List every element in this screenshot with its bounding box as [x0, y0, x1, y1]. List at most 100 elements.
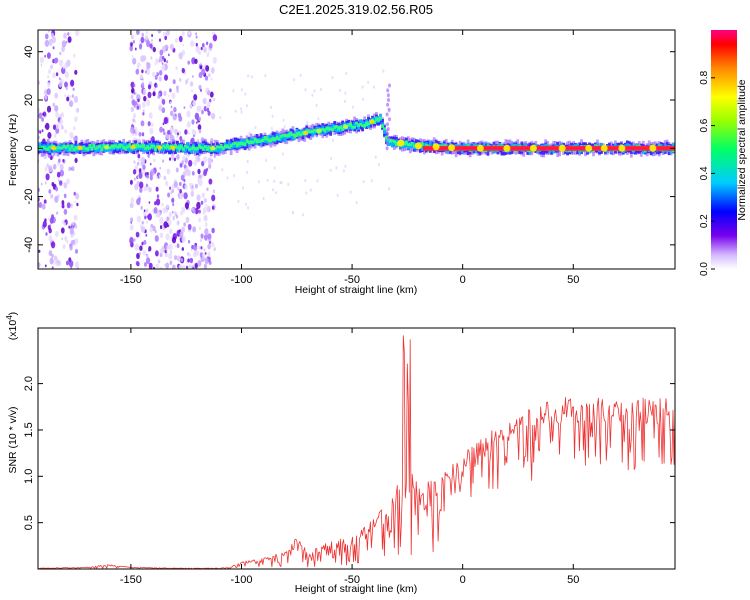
noise-speck: [56, 171, 61, 178]
ridge-cell: [353, 121, 356, 130]
ridge-cell: [291, 133, 295, 141]
noise-speck: [169, 228, 173, 235]
ridge-cell: [46, 147, 50, 152]
noise-speck: [146, 99, 151, 107]
noise-speck: [53, 133, 57, 138]
noise-speck: [145, 31, 149, 35]
ridge-cell: [90, 146, 94, 151]
ridge-cell: [84, 147, 88, 151]
noise-speck: [44, 166, 48, 172]
ridge-cell: [114, 144, 118, 148]
noise-speck: [208, 163, 212, 169]
ridge-cell: [373, 117, 376, 125]
noise-speck: [61, 40, 67, 48]
noise-speck: [71, 166, 75, 172]
ridge-cell: [102, 144, 106, 148]
noise-speck: [143, 240, 147, 245]
noise-speck: [180, 258, 184, 262]
ridge-cell: [249, 137, 253, 143]
noise-speck: [190, 248, 193, 252]
ridge-cell: [375, 117, 378, 121]
noise-speck: [304, 88, 307, 92]
noise-speck: [46, 105, 52, 113]
noise-speck: [154, 235, 159, 242]
ridge-cell: [219, 143, 223, 149]
noise-speck: [270, 126, 273, 130]
noise-speck: [135, 92, 138, 96]
noise-speck: [141, 220, 144, 225]
noise-speck: [232, 89, 235, 93]
noise-speck: [211, 205, 215, 210]
noise-speck: [197, 260, 202, 267]
ridge-cell: [70, 146, 74, 152]
noise-speck: [176, 85, 179, 90]
noise-speck: [140, 120, 145, 127]
noise-speck: [64, 129, 67, 134]
noise-speck: [56, 211, 59, 215]
ridge-streak: [386, 136, 390, 141]
noise-speck: [200, 238, 202, 242]
noise-speck: [163, 58, 166, 63]
ridge-cell: [201, 146, 205, 151]
noise-speck: [144, 34, 148, 40]
noise-speck: [219, 115, 222, 120]
noise-speck: [162, 207, 167, 214]
noise-speck: [293, 78, 296, 82]
y-tick-label: 0: [23, 145, 35, 151]
ridge-cell: [393, 140, 396, 144]
noise-speck: [257, 180, 260, 184]
noise-speck: [203, 106, 207, 112]
noise-speck: [140, 36, 145, 44]
ridge-cell: [233, 141, 237, 145]
ridge-hotspot: [77, 145, 83, 150]
noise-speck: [172, 203, 175, 207]
colorbar-tick-label: 0.6: [699, 118, 710, 132]
noise-speck: [44, 39, 50, 48]
noise-speck: [330, 156, 333, 160]
noise-speck: [183, 178, 186, 183]
noise-speck: [137, 175, 140, 179]
x-tick-label: -150: [120, 274, 142, 286]
noise-speck: [142, 109, 145, 113]
ridge-cell: [182, 147, 185, 151]
noise-speck: [190, 81, 194, 87]
ridge-cell: [391, 139, 394, 148]
noise-speck: [146, 220, 149, 224]
noise-speck: [38, 136, 40, 139]
ridge-streak: [386, 122, 389, 127]
noise-speck: [132, 118, 135, 123]
ridge-streak: [388, 117, 391, 122]
noise-speck: [174, 245, 176, 248]
ridge-cell: [164, 145, 167, 150]
noise-speck: [138, 172, 143, 179]
noise-speck: [175, 214, 179, 219]
spectrogram-panel: -150 -100 -50 0 50 -40 -20 0 20 40 Height of str…: [7, 29, 676, 296]
noise-speck: [221, 168, 224, 172]
x-tick-label: -50: [344, 574, 360, 586]
noise-speck: [169, 157, 171, 161]
noise-speck: [175, 66, 178, 71]
ridge-cell: [395, 141, 398, 146]
noise-speck: [138, 168, 142, 174]
noise-speck: [206, 101, 211, 108]
ridge-hotspot: [170, 145, 176, 150]
ridge-cell: [353, 125, 356, 129]
ridge-cell: [245, 139, 249, 144]
noise-speck: [55, 72, 59, 77]
ridge-cell: [138, 145, 141, 148]
noise-speck: [146, 68, 151, 76]
noise-speck: [146, 254, 149, 259]
noise-speck: [48, 235, 53, 242]
noise-speck: [163, 131, 166, 136]
ridge-cell: [357, 123, 360, 127]
noise-speck: [208, 208, 211, 212]
noise-speck: [73, 126, 76, 131]
y-tick-label: -40: [23, 237, 35, 253]
y-tick-label: 2.0: [23, 376, 35, 391]
noise-speck: [186, 265, 188, 269]
ridge-cell: [313, 128, 317, 132]
noise-speck: [143, 186, 147, 192]
noise-speck: [136, 161, 140, 166]
ridge-cell: [335, 125, 339, 129]
noise-speck: [130, 221, 132, 224]
